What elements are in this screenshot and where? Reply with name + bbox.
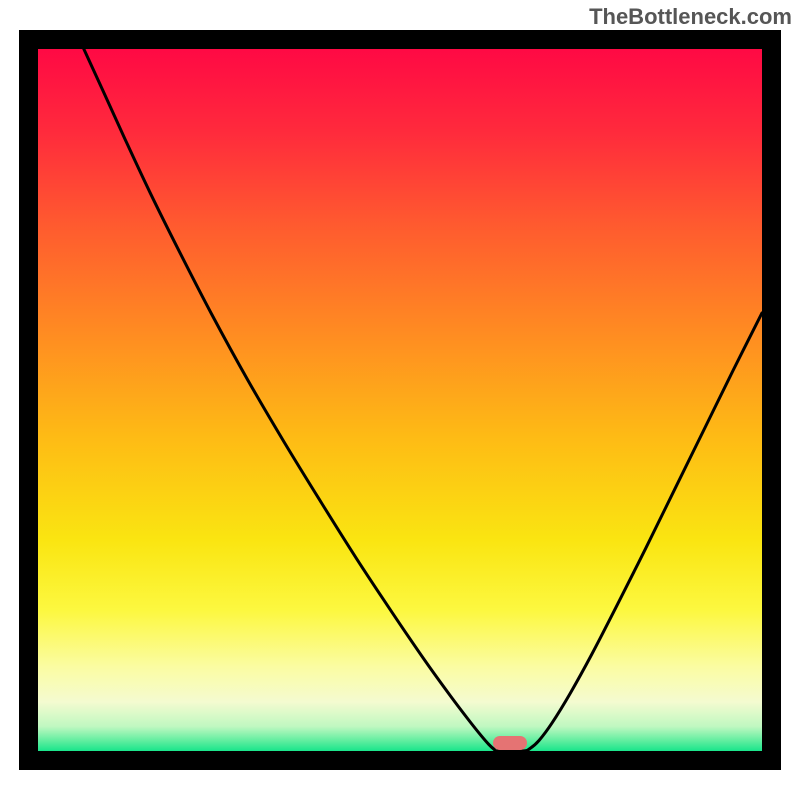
plot-area [38,49,762,751]
bottleneck-curve [38,49,762,751]
bottleneck-chart: TheBottleneck.com [0,0,800,800]
optimal-marker [493,736,527,750]
watermark-text: TheBottleneck.com [589,4,792,30]
